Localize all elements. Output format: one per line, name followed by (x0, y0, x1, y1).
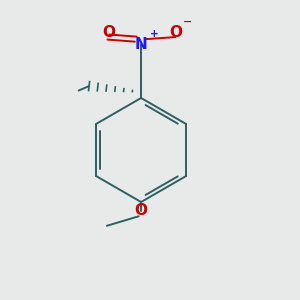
Text: O: O (169, 25, 182, 40)
Text: O: O (135, 203, 148, 218)
Text: −: − (183, 17, 192, 27)
Text: O: O (102, 25, 115, 40)
Text: +: + (149, 29, 158, 39)
Text: N: N (135, 37, 148, 52)
